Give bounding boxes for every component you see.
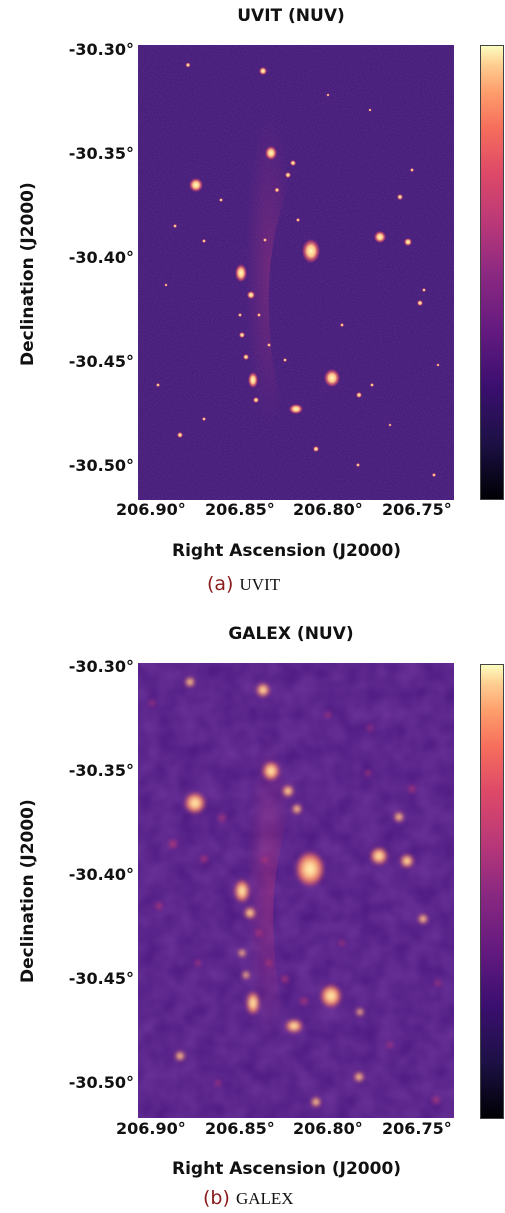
x-tick-label: 206.85°: [205, 1119, 275, 1138]
y-tick-label: -30.35°: [68, 761, 134, 780]
y-axis-label: Declination (J2000): [18, 799, 38, 983]
y-tick-label: -30.30°: [68, 40, 134, 59]
x-axis-label: Right Ascension (J2000): [172, 1159, 402, 1179]
colorbar: [480, 664, 504, 1119]
x-tick-label: 206.85°: [205, 500, 275, 519]
y-tick-label: -30.45°: [68, 352, 134, 371]
y-tick-label: -30.50°: [68, 456, 134, 475]
x-tick-label: 206.90°: [116, 500, 186, 519]
y-tick-label: -30.50°: [68, 1073, 134, 1092]
panel-galex: GALEX (NUV) Declination (J2000) -30.30° …: [0, 617, 505, 1213]
x-tick-label: 206.80°: [293, 1119, 363, 1138]
panel-title: UVIT (NUV): [237, 6, 345, 26]
uvit-sky-image: [138, 45, 454, 500]
caption-label: (a): [207, 573, 234, 595]
y-tick-label: -30.40°: [68, 865, 134, 884]
y-tick-label: -30.30°: [68, 657, 134, 676]
y-tick-label: -30.35°: [68, 144, 134, 163]
caption-label: (b): [203, 1187, 230, 1209]
colorbar: [480, 45, 504, 500]
x-tick-label: 206.80°: [293, 500, 363, 519]
caption-text: GALEX: [235, 1189, 294, 1208]
y-tick-label: -30.45°: [68, 969, 134, 988]
y-tick-label: -30.40°: [68, 248, 134, 267]
x-tick-label: 206.75°: [382, 500, 452, 519]
panel-uvit: UVIT (NUV) Declination (J2000) -30.30° -…: [0, 0, 505, 605]
panel-title: GALEX (NUV): [228, 624, 354, 644]
x-tick-label: 206.75°: [382, 1119, 452, 1138]
figure-caption: (a) UVIT: [207, 573, 280, 595]
x-axis-label: Right Ascension (J2000): [172, 541, 402, 561]
x-tick-label: 206.90°: [116, 1119, 186, 1138]
caption-text: UVIT: [239, 575, 281, 594]
figure-caption: (b) GALEX: [203, 1187, 294, 1209]
y-axis-label: Declination (J2000): [18, 182, 38, 366]
galex-sky-image: [138, 663, 454, 1118]
